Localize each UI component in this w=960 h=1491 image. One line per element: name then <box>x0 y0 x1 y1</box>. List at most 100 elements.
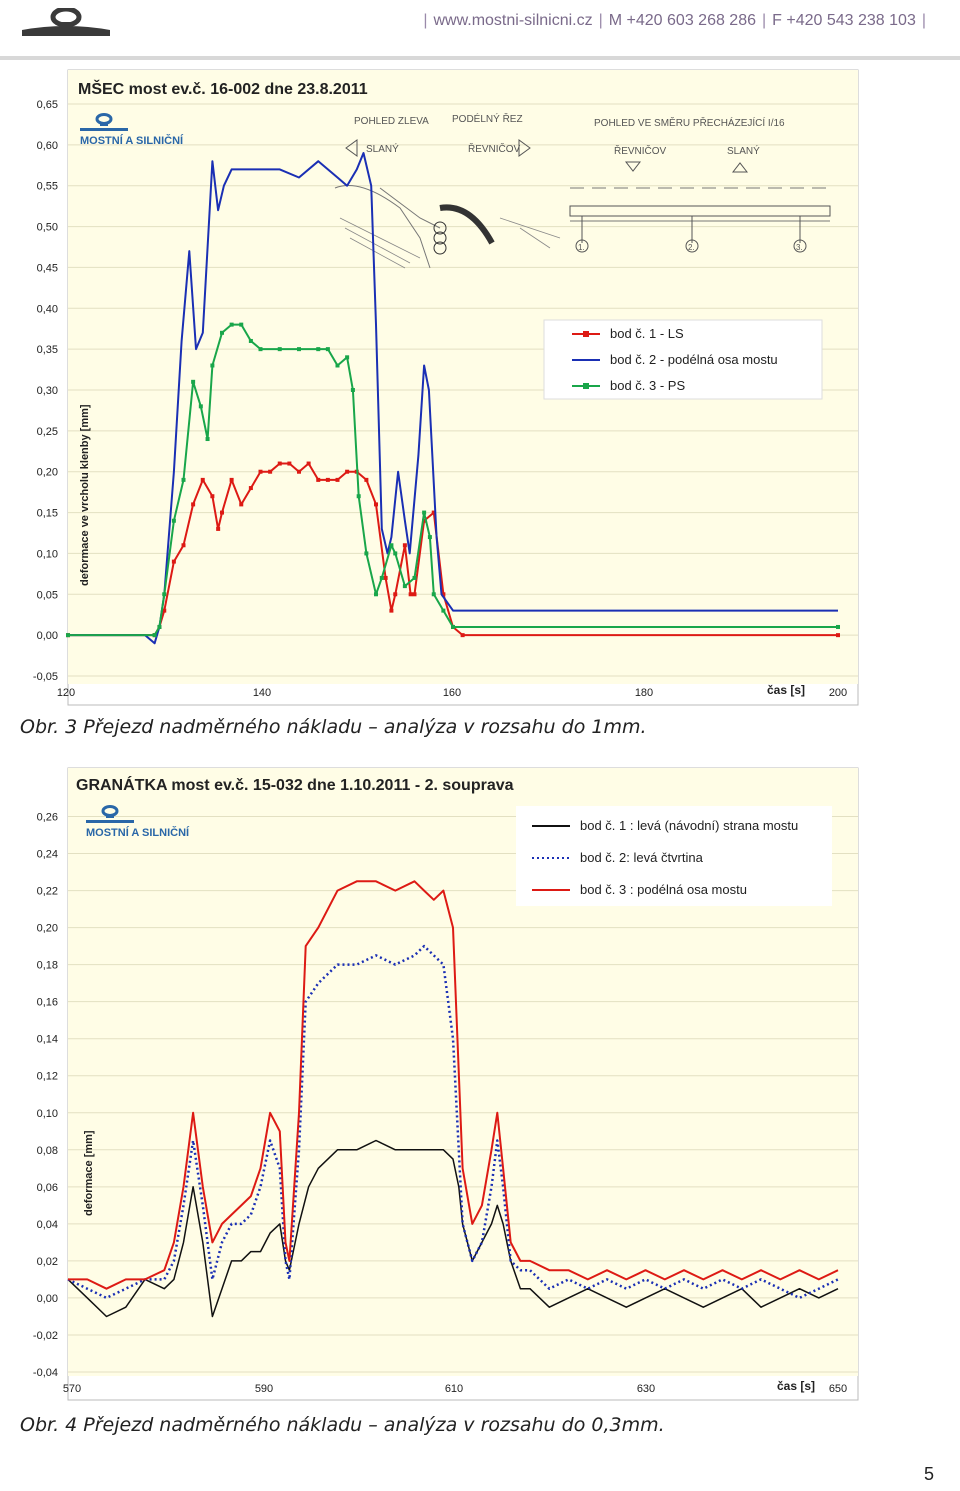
series-point-3 <box>422 510 427 515</box>
series-point-3 <box>258 347 263 352</box>
series-point-1 <box>297 469 301 474</box>
fax-number: F +420 543 238 103 <box>772 12 916 29</box>
series-point-1 <box>220 510 224 515</box>
series-point-1 <box>836 633 840 638</box>
legend-entry: bod č. 2 - podélná osa mostu <box>610 352 778 367</box>
series-point-1 <box>162 608 167 613</box>
series-point-1 <box>258 469 263 474</box>
series-point-3 <box>277 347 282 352</box>
arrow-right-icon <box>518 139 531 157</box>
series-point-1 <box>393 592 398 597</box>
y-tick-label: 0,04 <box>37 1219 58 1231</box>
figure1-caption: Obr. 3 Přejezd nadměrného nákladu – anal… <box>20 716 647 738</box>
series-point-1 <box>422 518 427 523</box>
y-tick-label: 0,14 <box>37 1034 58 1046</box>
x-tick-label: 160 <box>443 687 461 699</box>
y-tick-label: 0,22 <box>37 886 58 898</box>
series-point-1 <box>216 526 221 531</box>
series-point-3 <box>229 322 234 327</box>
company-logo <box>20 6 112 38</box>
series-point-3 <box>379 575 384 580</box>
x-tick-label: 200 <box>829 687 847 699</box>
series-point-3 <box>836 624 840 629</box>
diagram-slany-1: SLANÝ <box>366 142 399 155</box>
series-point-1 <box>239 502 244 507</box>
point-2-marker <box>685 239 699 253</box>
series-point-1 <box>200 477 205 482</box>
series-point-3 <box>297 347 301 352</box>
legend-entry: bod č. 2: levá čtvrtina <box>580 850 704 865</box>
x-tick-label: 140 <box>253 687 271 699</box>
y-tick-label: 0,24 <box>37 849 58 861</box>
series-point-3 <box>356 494 361 499</box>
y-tick-label: 0,10 <box>37 1108 58 1120</box>
triangle-down-icon <box>624 161 642 172</box>
series-point-3 <box>431 592 436 597</box>
point-1-marker <box>575 239 589 253</box>
header-divider <box>0 56 960 60</box>
series-point-1 <box>441 592 446 597</box>
series-line-2 <box>68 152 838 645</box>
x-tick-label: 630 <box>637 1383 655 1395</box>
y-tick-label: 0,08 <box>37 1145 58 1157</box>
legend-marker <box>583 383 589 389</box>
series-line-3 <box>68 323 838 637</box>
diagram-revnicov-2: ŘEVNIČOV <box>614 144 667 157</box>
series-point-1 <box>402 543 407 548</box>
series-point-1 <box>431 510 436 515</box>
chart1-ylabel: deformace ve vrcholu klenby [mm] <box>79 404 91 586</box>
series-point-1 <box>287 461 292 466</box>
y-tick-label: 0,40 <box>37 303 58 315</box>
series-point-1 <box>229 477 234 482</box>
y-tick-label: 0,00 <box>37 630 58 642</box>
y-tick-label: 0,02 <box>37 1256 58 1268</box>
series-line-1 <box>67 1139 839 1318</box>
point-3-marker <box>793 239 807 253</box>
diagram-view-direction: POHLED VE SMĚRU PŘECHÁZEJÍCÍ I/16 <box>594 116 785 129</box>
series-point-3 <box>210 363 215 368</box>
chart1-brand: MOSTNÍ A SILNIČNÍ <box>80 134 184 147</box>
triangle-up-icon <box>731 162 749 173</box>
header-contact: | www.mostni-silnicni.cz | M +420 603 268 2… <box>423 12 926 29</box>
chart2-ylabel: deformace [mm] <box>83 1130 95 1216</box>
series-point-3 <box>451 624 455 629</box>
legend-entry: bod č. 1 : levá (návodní) strana mostu <box>580 818 798 833</box>
x-tick-label: 590 <box>255 1383 273 1395</box>
diagram-slany-2: SLANÝ <box>727 144 760 157</box>
series-point-1 <box>325 477 330 482</box>
series-point-1 <box>412 592 417 597</box>
chart1-xlabel: čas [s] <box>767 683 805 697</box>
series-point-3 <box>181 477 186 482</box>
chart2-legend: bod č. 1 : levá (návodní) strana mostu bo… <box>516 806 832 906</box>
series-line-2 <box>67 944 839 1300</box>
series-point-3 <box>345 355 350 360</box>
chart2-title: GRANÁTKA most ev.č. 15-032 dne 1.10.2011… <box>76 775 514 794</box>
chart1-legend: bod č. 1 - LS bod č. 2 - podélná osa most… <box>543 319 823 400</box>
y-tick-label: 0,06 <box>37 1182 58 1194</box>
x-tick-label: 120 <box>57 687 75 699</box>
website-link[interactable]: www.mostni-silnicni.cz <box>433 12 593 29</box>
series-point-1 <box>345 469 350 474</box>
series-point-1 <box>364 477 369 482</box>
series-point-3 <box>364 551 369 556</box>
series-point-3 <box>335 363 340 368</box>
y-tick-label: 0,60 <box>37 140 58 152</box>
series-point-3 <box>441 608 446 613</box>
x-tick-label: 650 <box>829 1383 847 1395</box>
series-point-1 <box>181 543 186 548</box>
series-point-1 <box>316 477 321 482</box>
x-tick-label: 610 <box>445 1383 463 1395</box>
chart2-xlabel: čas [s] <box>777 1379 815 1393</box>
series-point-1 <box>248 486 253 491</box>
y-tick-label: 0,35 <box>37 344 58 356</box>
y-tick-label: 0,26 <box>37 812 58 824</box>
series-point-3 <box>239 322 244 327</box>
y-tick-label: 0,00 <box>37 1293 58 1305</box>
series-point-3 <box>66 633 70 638</box>
series-point-1 <box>171 559 176 564</box>
diagram-point-2: 2. <box>688 243 695 252</box>
mobile-number: M +420 603 268 286 <box>608 12 756 29</box>
y-tick-label: 0,20 <box>37 467 58 479</box>
series-point-3 <box>248 338 253 343</box>
series-point-3 <box>402 584 407 589</box>
